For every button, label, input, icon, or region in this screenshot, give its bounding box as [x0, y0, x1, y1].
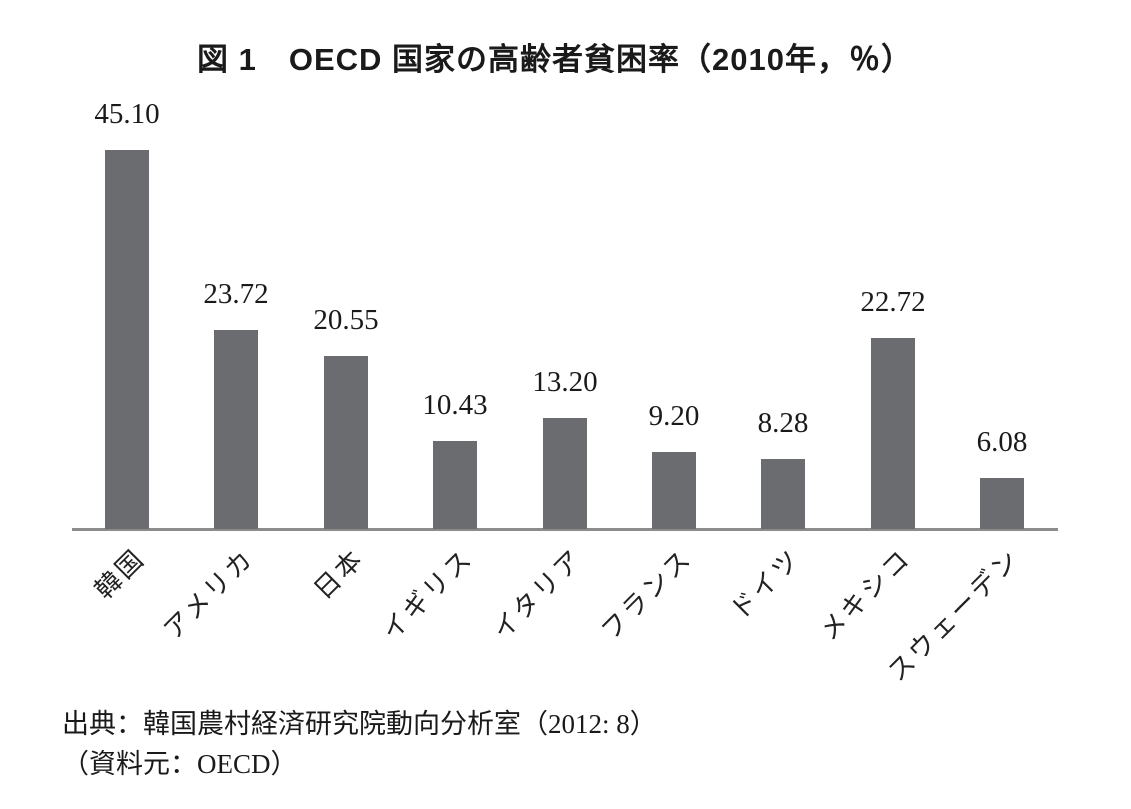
bar-value-label: 23.72: [203, 278, 269, 310]
bar: [652, 452, 696, 529]
bar: [980, 478, 1024, 529]
x-axis-line: [72, 528, 1058, 531]
source-note: 出典：韓国農村経済研究院動向分析室（2012: 8） （資料元：OECD）: [62, 704, 657, 784]
bar-value-label: 13.20: [532, 366, 598, 398]
x-axis-tick-label: メキシコ: [814, 543, 917, 646]
bar: [433, 441, 477, 529]
bar-value-label: 8.28: [757, 407, 809, 439]
bar: [324, 356, 368, 529]
chart-title: 図 1 OECD 国家の高齢者貧困率（2010年，％）: [197, 42, 913, 77]
bar: [105, 150, 149, 529]
bar: [543, 418, 587, 529]
bar: [761, 459, 805, 529]
bar: [871, 338, 915, 529]
bar-value-label: 20.55: [313, 304, 379, 336]
bar-value-label: 9.20: [648, 400, 700, 432]
x-axis-tick-label: スウェーデン: [882, 543, 1026, 687]
source-line-2: （資料元：OECD）: [62, 749, 298, 779]
source-line-1: 出典：韓国農村経済研究院動向分析室（2012: 8）: [62, 709, 657, 739]
bar: [214, 330, 258, 529]
bar-value-label: 6.08: [976, 426, 1028, 458]
bar-value-label: 10.43: [422, 389, 488, 421]
bar-value-label: 45.10: [94, 98, 160, 130]
bar-value-label: 22.72: [860, 286, 926, 318]
